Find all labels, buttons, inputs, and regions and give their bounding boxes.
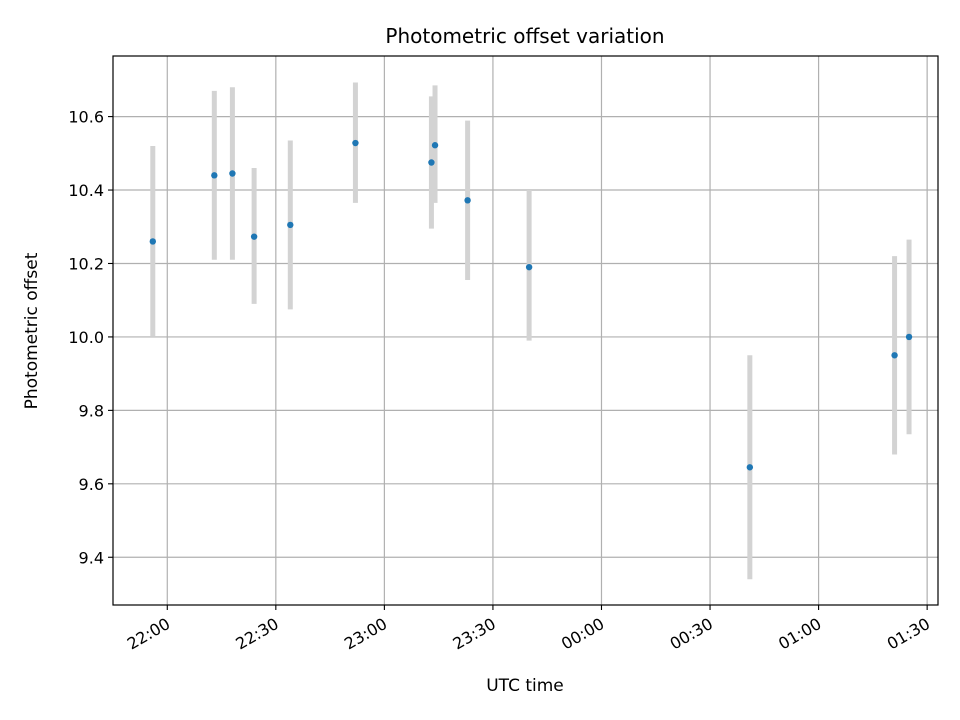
y-tick-label: 9.8 bbox=[79, 401, 104, 420]
data-point bbox=[464, 197, 471, 204]
x-tick-label: 23:00 bbox=[341, 614, 390, 654]
data-point bbox=[149, 238, 157, 245]
data-point bbox=[428, 159, 435, 166]
y-tick-label: 10.4 bbox=[68, 181, 104, 200]
grid bbox=[113, 56, 938, 605]
y-tick-label: 9.4 bbox=[79, 548, 104, 567]
x-tick-label: 00:30 bbox=[667, 614, 716, 654]
y-tick-label: 10.6 bbox=[68, 108, 104, 127]
data-point bbox=[431, 142, 439, 149]
error-bars bbox=[150, 82, 912, 580]
x-axis-label: UTC time bbox=[486, 676, 564, 696]
x-tick-label: 01:00 bbox=[775, 614, 824, 654]
x-tick-label: 01:30 bbox=[884, 614, 933, 654]
data-point bbox=[229, 170, 236, 177]
x-tick-label: 00:00 bbox=[558, 614, 607, 654]
x-tick-label: 23:30 bbox=[450, 614, 499, 654]
data-point bbox=[250, 233, 258, 240]
x-tick-label: 22:00 bbox=[124, 614, 173, 654]
data-point bbox=[211, 172, 218, 179]
data-point bbox=[746, 464, 754, 471]
data-points bbox=[149, 139, 913, 471]
chart-title: Photometric offset variation bbox=[385, 24, 664, 48]
y-axis-label: Photometric offset bbox=[22, 252, 42, 409]
data-point bbox=[525, 263, 533, 271]
y-tick-label: 10.0 bbox=[68, 328, 104, 347]
x-axis-ticks: 22:00 22:30 23:00 23:30 00:00 00:30 01:00 01:30 bbox=[124, 605, 933, 654]
data-point bbox=[352, 139, 359, 147]
y-axis-ticks: 9.4 9.6 9.8 10.0 10.2 10.4 10.6 bbox=[68, 108, 113, 567]
plot-frame bbox=[112, 55, 939, 606]
data-point bbox=[891, 352, 898, 359]
x-tick-label: 22:30 bbox=[232, 614, 281, 654]
data-point bbox=[905, 333, 913, 341]
y-tick-label: 10.2 bbox=[68, 254, 104, 273]
y-tick-label: 9.6 bbox=[79, 475, 104, 494]
data-point bbox=[287, 221, 294, 229]
